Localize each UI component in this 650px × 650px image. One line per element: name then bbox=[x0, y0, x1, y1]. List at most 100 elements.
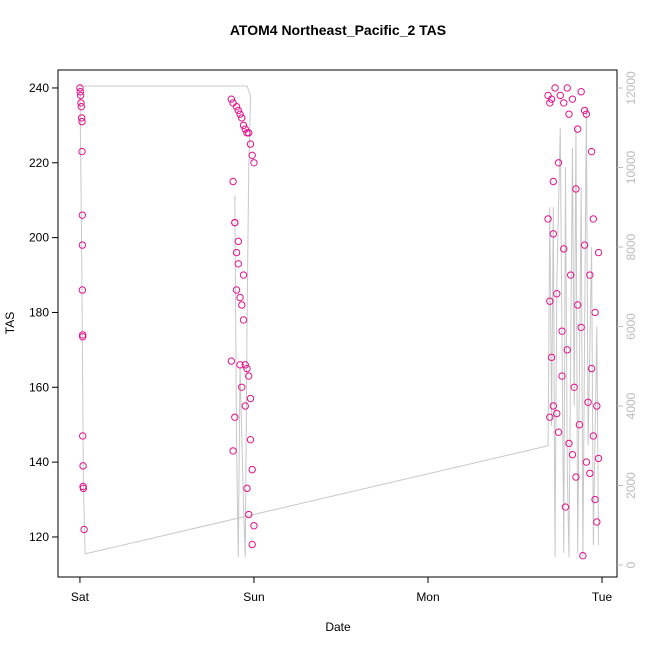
point bbox=[553, 409, 561, 418]
point bbox=[560, 99, 568, 107]
point bbox=[544, 91, 552, 100]
point bbox=[232, 286, 241, 294]
point bbox=[568, 95, 577, 103]
y-tick-label: 120 bbox=[29, 530, 49, 544]
point bbox=[79, 333, 87, 341]
point bbox=[556, 91, 564, 100]
point bbox=[580, 106, 589, 115]
point bbox=[234, 106, 243, 115]
point bbox=[554, 428, 563, 436]
point bbox=[563, 346, 571, 354]
point bbox=[565, 439, 573, 448]
point bbox=[591, 308, 599, 317]
point bbox=[246, 435, 255, 444]
y-tick-label: 200 bbox=[29, 231, 49, 245]
point bbox=[560, 245, 568, 253]
point bbox=[248, 151, 256, 160]
point bbox=[79, 484, 88, 493]
altitude-line bbox=[79, 85, 600, 558]
y2-tick-label: 0 bbox=[624, 561, 638, 568]
chart-title: ATOM4 Northeast_Pacific_2 TAS bbox=[230, 22, 446, 38]
point bbox=[549, 402, 558, 410]
point bbox=[236, 293, 244, 302]
y2-tick-label: 4000 bbox=[624, 392, 638, 419]
point bbox=[250, 522, 258, 530]
point bbox=[76, 84, 84, 92]
point bbox=[573, 301, 582, 309]
point bbox=[553, 290, 561, 298]
y-tick-label: 220 bbox=[29, 156, 49, 170]
point bbox=[238, 114, 246, 122]
point bbox=[565, 110, 573, 118]
point bbox=[579, 551, 587, 560]
point bbox=[577, 88, 585, 96]
point bbox=[245, 129, 253, 137]
x-tick-label: Sat bbox=[71, 590, 90, 604]
point bbox=[577, 323, 585, 332]
y-tick-label: 180 bbox=[29, 305, 49, 319]
point bbox=[593, 518, 601, 526]
point bbox=[243, 364, 251, 373]
plot-frame bbox=[57, 69, 618, 578]
point bbox=[586, 271, 594, 279]
point bbox=[76, 91, 85, 100]
point bbox=[227, 357, 236, 365]
point bbox=[594, 454, 603, 463]
x-axis-label: Date bbox=[325, 620, 351, 634]
point bbox=[587, 364, 596, 373]
point bbox=[547, 95, 556, 103]
point bbox=[589, 215, 598, 223]
point bbox=[238, 383, 246, 391]
point bbox=[241, 361, 249, 369]
y2-tick-label: 2000 bbox=[624, 472, 638, 499]
x-tick-label: Tue bbox=[592, 590, 613, 604]
point bbox=[554, 159, 563, 167]
point bbox=[567, 271, 575, 279]
point bbox=[234, 260, 243, 268]
y-tick-label: 240 bbox=[29, 81, 49, 95]
point bbox=[229, 99, 237, 107]
y-axis-label: TAS bbox=[3, 312, 17, 334]
point bbox=[245, 372, 253, 380]
point bbox=[238, 301, 246, 309]
point bbox=[591, 495, 599, 504]
point bbox=[78, 211, 87, 219]
point bbox=[77, 102, 86, 111]
y-tick-label: 160 bbox=[29, 380, 49, 394]
point bbox=[594, 248, 603, 257]
point bbox=[243, 484, 251, 493]
point bbox=[549, 177, 558, 186]
point bbox=[229, 177, 237, 186]
point bbox=[593, 402, 601, 410]
point bbox=[572, 185, 580, 193]
point bbox=[231, 218, 239, 227]
point bbox=[236, 361, 244, 369]
point bbox=[78, 147, 86, 156]
point bbox=[589, 432, 598, 440]
point bbox=[241, 402, 249, 410]
point bbox=[547, 353, 556, 362]
point bbox=[582, 110, 591, 118]
point bbox=[544, 215, 552, 223]
point bbox=[572, 473, 580, 481]
point bbox=[551, 84, 559, 92]
point bbox=[563, 84, 571, 92]
y2-tick-label: 6000 bbox=[624, 313, 638, 340]
point bbox=[546, 413, 554, 421]
point bbox=[232, 248, 241, 257]
y2-tick-label: 10000 bbox=[624, 150, 638, 184]
point bbox=[79, 331, 87, 339]
point bbox=[568, 450, 577, 459]
point bbox=[575, 421, 584, 429]
point bbox=[77, 114, 86, 122]
point bbox=[546, 99, 554, 107]
point bbox=[79, 462, 87, 470]
point bbox=[231, 413, 239, 421]
point bbox=[549, 230, 558, 238]
point bbox=[76, 88, 84, 96]
point bbox=[586, 469, 594, 478]
point bbox=[239, 271, 248, 279]
point bbox=[227, 95, 236, 103]
point bbox=[80, 525, 88, 534]
